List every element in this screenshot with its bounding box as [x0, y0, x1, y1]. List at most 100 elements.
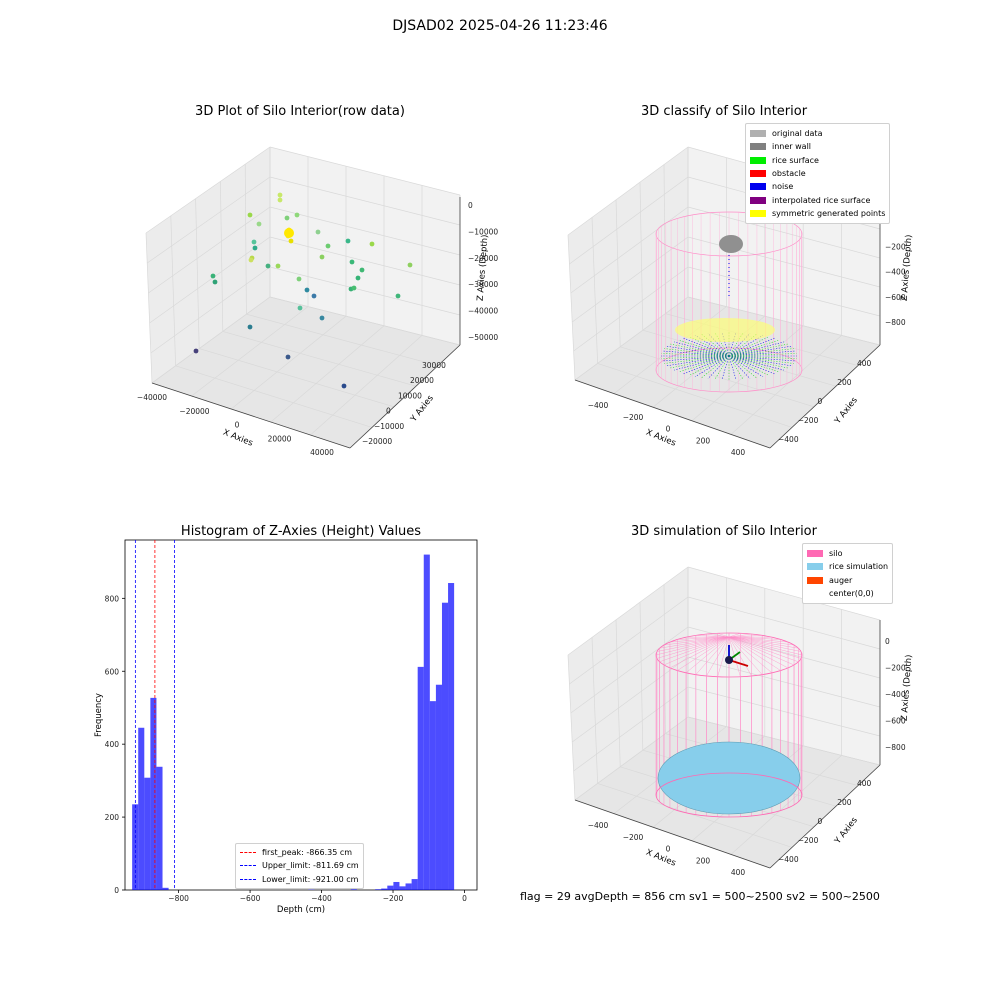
- y-tick-label: −200: [798, 836, 819, 845]
- scatter-point: [210, 273, 216, 279]
- y-axis-label: Y Axies: [832, 395, 860, 427]
- scatter-point: [319, 254, 325, 260]
- legend-item-obstacle: obstacle: [750, 167, 885, 180]
- y-tick-label: −20000: [362, 437, 392, 446]
- legend-item-auger: auger: [807, 574, 888, 587]
- side-pane: [568, 567, 688, 800]
- scatter-point: [304, 287, 310, 293]
- legend-swatch: [750, 156, 766, 164]
- rice-surface-ray: [728, 345, 792, 357]
- rice-surface-ray: [666, 345, 730, 357]
- y-tick-label: 0: [818, 397, 823, 406]
- inner-wall-cluster: [719, 235, 743, 253]
- legend-label: interpolated rice surface: [772, 195, 871, 205]
- grid-line: [642, 329, 837, 387]
- legend-swatch: [750, 209, 766, 217]
- y-tick-label: −400: [778, 855, 799, 864]
- scatter-point: [247, 324, 253, 330]
- x-tick-label: 0: [666, 845, 671, 854]
- grid-line: [597, 363, 793, 428]
- sim-silo-roof-line: [656, 636, 730, 652]
- histogram-bar: [429, 701, 436, 890]
- sim-silo-roof-line: [728, 636, 795, 646]
- grid-line: [687, 566, 881, 621]
- center-marker: [725, 656, 733, 664]
- legend-item-silo: silo: [807, 547, 888, 560]
- scatter-point: [251, 239, 257, 245]
- rice-surface-ray: [694, 355, 730, 378]
- grid-line: [269, 206, 461, 256]
- grid-line: [639, 182, 644, 331]
- scatter-point: [288, 238, 294, 244]
- grid-line: [639, 602, 644, 751]
- z-tick-label: −20000: [468, 254, 498, 263]
- legend-swatch: [750, 183, 766, 191]
- scatter-point: [256, 221, 262, 227]
- legend-item-rice-simulation: rice simulation: [807, 560, 888, 573]
- x-axis-line: [574, 379, 771, 449]
- y-tick-label: 200: [837, 378, 852, 387]
- sim-silo-roof-line: [728, 636, 802, 652]
- side-pane: [568, 147, 688, 380]
- y-tick-label: 800: [105, 594, 120, 603]
- rice-surface-ray: [664, 355, 730, 364]
- rice-surface-ray: [728, 355, 737, 380]
- grid-line: [571, 236, 689, 323]
- rice-surface-ray: [673, 355, 730, 371]
- legend-label: center(0,0): [829, 589, 874, 599]
- x-tick-label: 0: [666, 425, 671, 434]
- histogram-bar: [150, 697, 157, 890]
- legend-label: rice surface: [772, 155, 819, 165]
- histogram-bar: [156, 766, 163, 890]
- legend-item-rice-surface: rice surface: [750, 154, 885, 167]
- y-tick-label: 200: [105, 813, 120, 822]
- z-tick-label: −200: [885, 242, 906, 251]
- status-footer: flag = 29 avgDepth = 856 cm sv1 = 500~25…: [520, 890, 880, 903]
- rice-surface-ray: [688, 355, 730, 376]
- z-tick-label: −200: [885, 664, 906, 673]
- back-pane: [270, 147, 460, 345]
- grid-line: [567, 654, 576, 801]
- rice-surface-ray: [728, 355, 744, 380]
- y-tick-label: 30000: [422, 361, 446, 370]
- x-axis-label: X Axies: [644, 848, 677, 869]
- x-tick-label: −200: [383, 894, 404, 903]
- z-tick-label: −400: [885, 268, 906, 277]
- scatter-point: [277, 197, 283, 203]
- rice-surface-ray: [664, 348, 730, 357]
- scatter-point: [294, 212, 300, 218]
- grid-line: [663, 584, 666, 734]
- rice-surface-ray: [728, 355, 780, 373]
- rice-surface-ray: [728, 355, 764, 378]
- sim-silo-roof-line: [728, 636, 799, 649]
- floor-pane: [152, 297, 460, 448]
- legend-swatch: [807, 590, 823, 597]
- x-axis-label: X Axies: [644, 428, 677, 449]
- sim-silo-roof-line: [728, 636, 803, 656]
- y-tick-label: 400: [105, 740, 120, 749]
- grid-line: [663, 164, 666, 314]
- legend-swatch: [750, 170, 766, 178]
- histogram-bar: [423, 554, 430, 890]
- grid-line: [195, 198, 200, 349]
- sim-silo-roof-line: [728, 636, 773, 673]
- x-tick-label: 0: [235, 421, 240, 430]
- z-axis-label: Z Axies (Depth): [476, 234, 491, 301]
- x-tick-label: −600: [240, 894, 261, 903]
- x-tick-label: −20000: [179, 407, 209, 416]
- y-tick-label: 400: [857, 359, 872, 368]
- sim-silo-roof-line: [663, 636, 730, 646]
- x-tick-label: −400: [588, 401, 609, 410]
- rice-surface-ray: [728, 341, 785, 357]
- legend-label: first_peak: -866.35 cm: [262, 848, 353, 858]
- x-axis-label: X Axies: [221, 428, 254, 449]
- y-tick-label: 200: [837, 798, 852, 807]
- rice-surface-ray: [728, 355, 770, 376]
- y-tick-label: −400: [778, 435, 799, 444]
- scatter-point: [355, 275, 361, 281]
- histogram-title: Histogram of Z-Axies (Height) Values: [180, 524, 422, 539]
- grid-line: [222, 331, 417, 387]
- grid-line: [691, 325, 804, 422]
- scatter-point: [284, 215, 290, 221]
- grid-line: [269, 296, 461, 346]
